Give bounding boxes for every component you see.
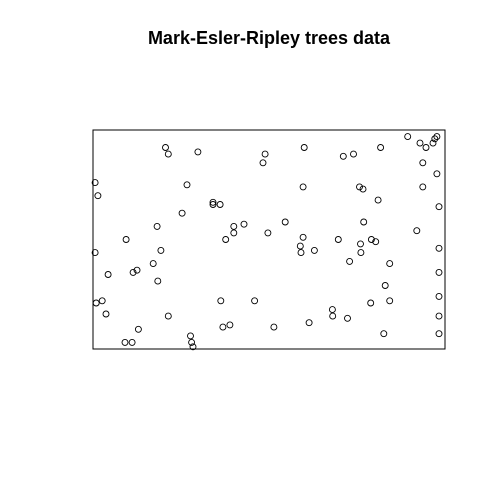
tree-point: [158, 247, 164, 253]
tree-point: [347, 258, 353, 264]
tree-point: [300, 184, 306, 190]
tree-point: [329, 307, 335, 313]
tree-point: [420, 160, 426, 166]
tree-point: [405, 134, 411, 140]
tree-point: [93, 300, 99, 306]
tree-point: [340, 153, 346, 159]
tree-point: [231, 223, 237, 229]
plot-frame: [93, 130, 445, 349]
tree-point: [217, 202, 223, 208]
tree-point: [368, 300, 374, 306]
tree-point: [335, 237, 341, 243]
tree-point: [241, 221, 247, 227]
tree-point: [361, 219, 367, 225]
tree-point: [306, 320, 312, 326]
tree-point: [358, 241, 364, 247]
tree-point: [300, 234, 306, 240]
tree-point: [165, 151, 171, 157]
tree-point: [129, 339, 135, 345]
tree-point: [105, 272, 111, 278]
tree-point: [387, 261, 393, 267]
tree-point: [252, 298, 258, 304]
tree-point: [195, 149, 201, 155]
tree-point: [436, 204, 442, 210]
tree-point: [375, 197, 381, 203]
tree-point: [231, 230, 237, 236]
tree-point: [297, 243, 303, 249]
tree-point: [262, 151, 268, 157]
tree-point: [330, 313, 336, 319]
tree-point: [301, 145, 307, 151]
point-layer: [92, 134, 442, 350]
tree-point: [436, 293, 442, 299]
tree-point: [163, 145, 169, 151]
tree-point: [122, 339, 128, 345]
tree-point: [188, 333, 194, 339]
tree-point: [99, 298, 105, 304]
tree-point: [282, 219, 288, 225]
tree-point: [436, 313, 442, 319]
tree-point: [378, 145, 384, 151]
tree-point: [420, 184, 426, 190]
tree-point: [271, 324, 277, 330]
tree-point: [220, 324, 226, 330]
tree-point: [298, 250, 304, 256]
tree-point: [218, 298, 224, 304]
tree-point: [227, 322, 233, 328]
tree-point: [123, 237, 129, 243]
tree-point: [387, 298, 393, 304]
tree-point: [154, 223, 160, 229]
tree-point: [179, 210, 185, 216]
tree-point: [351, 151, 357, 157]
tree-point: [358, 250, 364, 256]
tree-point: [155, 278, 161, 284]
tree-point: [260, 160, 266, 166]
tree-point: [265, 230, 271, 236]
tree-point: [436, 245, 442, 251]
tree-point: [434, 171, 440, 177]
tree-point: [135, 326, 141, 332]
tree-point: [423, 145, 429, 151]
tree-point: [95, 193, 101, 199]
tree-point: [417, 140, 423, 146]
tree-point: [311, 247, 317, 253]
tree-point: [382, 283, 388, 289]
tree-point: [103, 311, 109, 317]
tree-point: [165, 313, 171, 319]
tree-point: [345, 315, 351, 321]
tree-point: [184, 182, 190, 188]
tree-point: [436, 331, 442, 337]
tree-point: [436, 269, 442, 275]
tree-point: [223, 237, 229, 243]
tree-point: [381, 331, 387, 337]
tree-point: [150, 261, 156, 267]
tree-point: [414, 228, 420, 234]
